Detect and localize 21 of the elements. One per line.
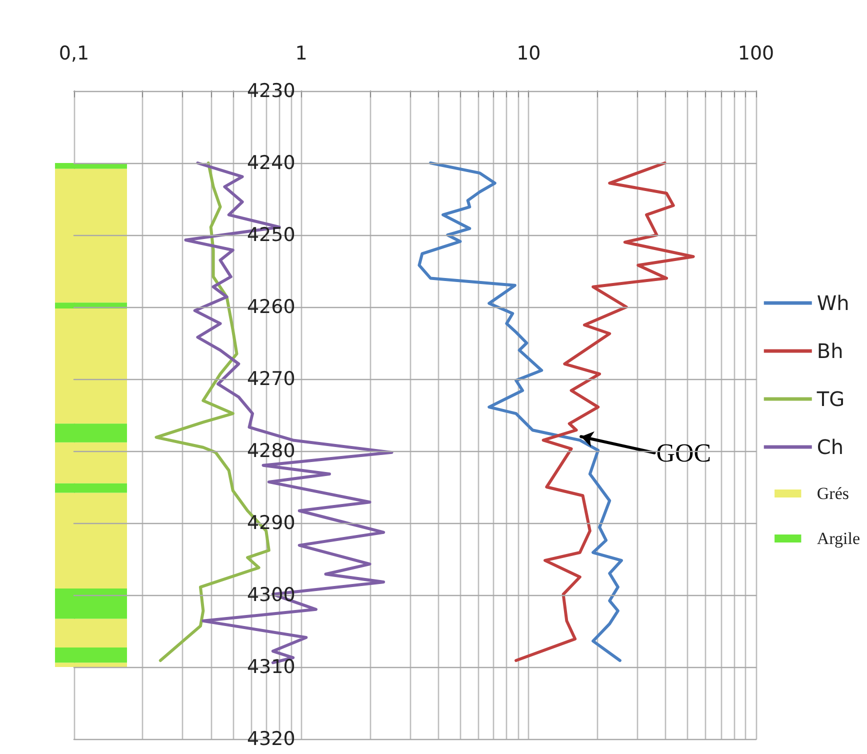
legend-label: Ch [816, 435, 844, 459]
y-tick-label: 4230 [246, 80, 296, 102]
y-tick-label: 4320 [246, 728, 296, 750]
legend-label: Bh [816, 339, 844, 363]
legend-label: Grés [816, 484, 849, 503]
x-tick-label: 0,1 [58, 42, 90, 64]
legend-label: Wh [816, 291, 850, 315]
x-tick-label: 100 [738, 42, 774, 64]
y-tick-label: 4260 [246, 296, 296, 318]
legend-label: TG [816, 387, 845, 411]
annotation: GOC [656, 438, 712, 468]
y-tick-label: 4280 [246, 440, 296, 462]
x-tick-label: 1 [295, 42, 308, 64]
y-tick-label: 4290 [246, 512, 296, 534]
y-tick-label: 4240 [246, 152, 296, 174]
legend-label: Argile [816, 529, 860, 548]
y-tick-label: 4270 [246, 368, 296, 390]
y-tick-label: 4300 [246, 584, 296, 606]
y-tick-label: 4250 [246, 224, 296, 246]
y-tick-label: 4310 [246, 656, 296, 678]
x-tick-label: 10 [516, 42, 541, 64]
